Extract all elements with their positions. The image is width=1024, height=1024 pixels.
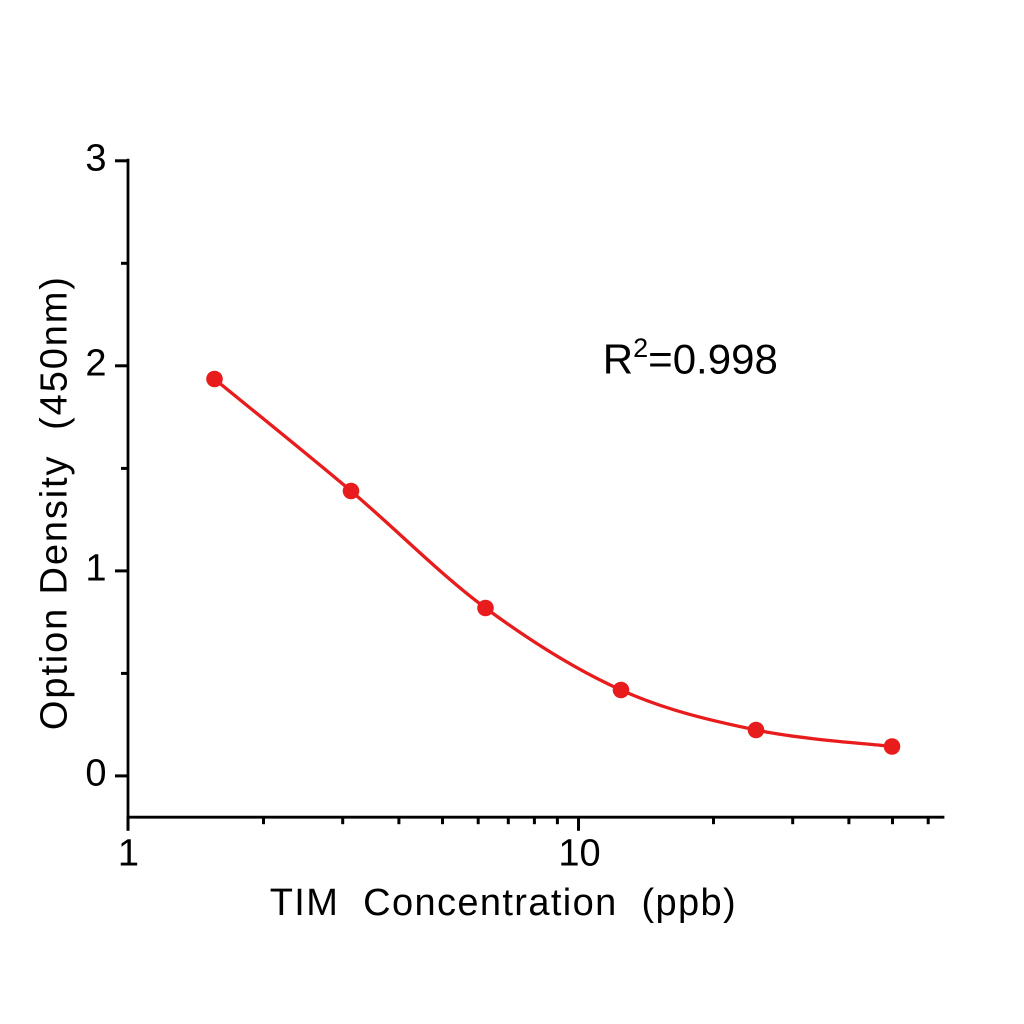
svg-text:1: 1 [85, 548, 106, 590]
svg-text:Option Density (450nm): Option Density (450nm) [34, 277, 76, 730]
svg-text:R2=0.998: R2=0.998 [603, 333, 778, 383]
svg-text:3: 3 [85, 137, 106, 179]
svg-text:10: 10 [558, 833, 600, 875]
svg-text:0: 0 [85, 753, 106, 795]
svg-text:2: 2 [85, 342, 106, 384]
svg-text:TIM Concentration (ppb): TIM Concentration (ppb) [270, 882, 736, 924]
svg-text:1: 1 [118, 833, 139, 875]
